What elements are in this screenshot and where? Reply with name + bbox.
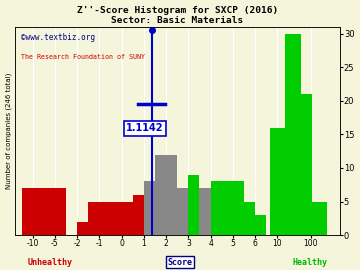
Bar bbox=[199, 188, 211, 235]
Bar bbox=[44, 188, 66, 235]
Bar bbox=[244, 201, 255, 235]
Bar bbox=[144, 181, 155, 235]
Bar bbox=[155, 155, 166, 235]
Bar bbox=[122, 201, 133, 235]
Text: Score: Score bbox=[167, 258, 193, 266]
Bar bbox=[111, 201, 122, 235]
Bar bbox=[255, 215, 266, 235]
Bar bbox=[296, 94, 312, 235]
Bar bbox=[99, 201, 111, 235]
Bar bbox=[222, 181, 233, 235]
Bar bbox=[270, 128, 285, 235]
Text: 1.1142: 1.1142 bbox=[126, 123, 164, 133]
Text: ©www.textbiz.org: ©www.textbiz.org bbox=[21, 33, 95, 42]
Title: Z''-Score Histogram for SXCP (2016)
Sector: Basic Materials: Z''-Score Histogram for SXCP (2016) Sect… bbox=[77, 6, 278, 25]
Bar bbox=[22, 188, 44, 235]
Bar bbox=[312, 201, 327, 235]
Text: The Research Foundation of SUNY: The Research Foundation of SUNY bbox=[21, 54, 145, 60]
Bar bbox=[233, 181, 244, 235]
Bar bbox=[177, 188, 188, 235]
Bar bbox=[285, 34, 301, 235]
Bar bbox=[88, 201, 99, 235]
Bar bbox=[211, 181, 222, 235]
Bar bbox=[166, 155, 177, 235]
Bar bbox=[188, 175, 199, 235]
Text: Healthy: Healthy bbox=[292, 258, 327, 266]
Bar bbox=[133, 195, 144, 235]
Text: Unhealthy: Unhealthy bbox=[28, 258, 73, 266]
Bar bbox=[77, 222, 88, 235]
Y-axis label: Number of companies (246 total): Number of companies (246 total) bbox=[5, 73, 12, 189]
